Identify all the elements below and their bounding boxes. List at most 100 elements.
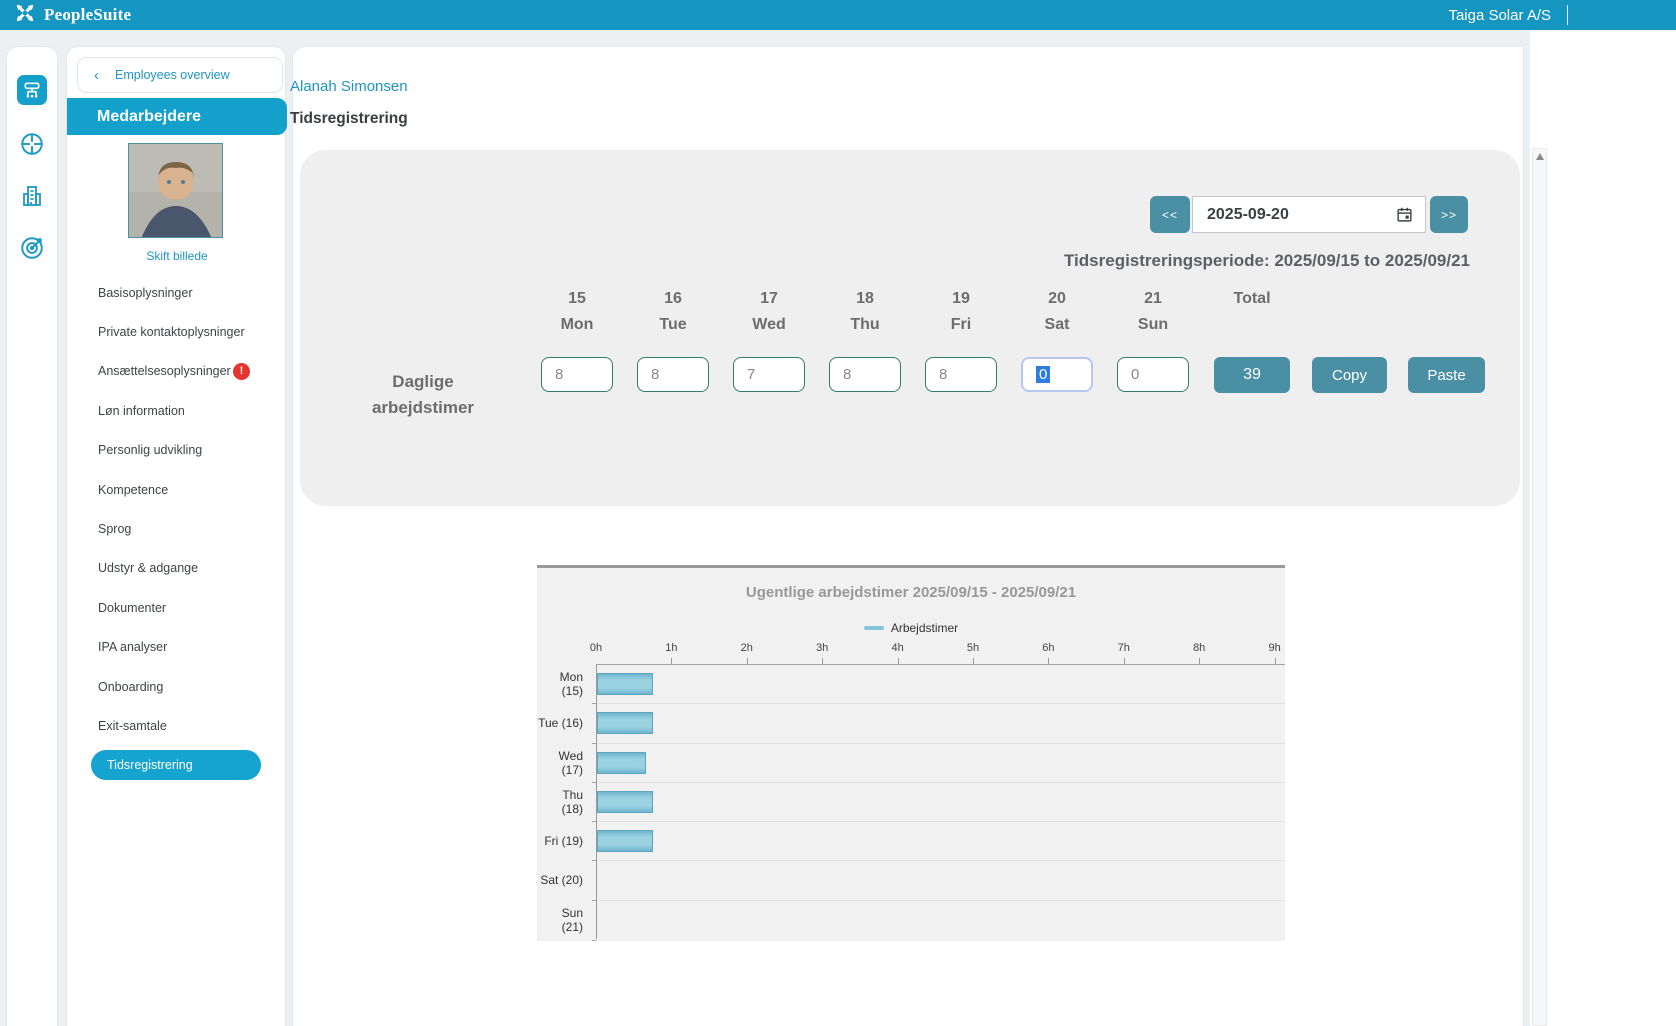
sidebar-item[interactable]: Dokumenter <box>67 588 287 627</box>
y-axis-category-label: Mon (15) <box>559 670 583 699</box>
x-axis-tick-label: 5h <box>966 642 980 654</box>
date-value: 2025-09-20 <box>1207 205 1289 223</box>
legend-label: Arbejdstimer <box>890 621 959 635</box>
sidebar-item[interactable]: Løn information <box>67 391 287 430</box>
y-axis-tick-mark <box>592 781 596 783</box>
hours-input-sun[interactable]: 0 <box>1117 357 1189 392</box>
hours-value: 8 <box>939 366 948 383</box>
chart-legend[interactable]: Arbejdstimer <box>537 621 1285 635</box>
change-photo-link[interactable]: Skift billede <box>146 249 208 263</box>
date-input[interactable]: 2025-09-20 <box>1192 196 1426 233</box>
day-input-cell: 7 <box>721 357 817 392</box>
y-axis-category-label: Sun (21) <box>561 906 583 935</box>
sidebar-item[interactable]: Private kontaktoplysninger <box>67 312 287 351</box>
y-axis-tick-mark <box>592 939 596 941</box>
day-header: 21 Sun <box>1105 286 1201 338</box>
sidebar-item-tidsregistrering-active[interactable]: Tidsregistrering <box>91 750 261 780</box>
rail-employees-org-chart-icon[interactable] <box>17 75 47 105</box>
sidebar-item[interactable]: Kompetence <box>67 470 287 509</box>
day-name: Mon <box>560 316 594 333</box>
back-to-employees-button[interactable]: ‹ Employees overview <box>77 57 283 93</box>
hours-input-sat[interactable]: 0 <box>1021 357 1093 392</box>
rail-company-building-icon[interactable] <box>17 181 47 211</box>
sidebar-item[interactable]: Udstyr & adgange <box>67 549 287 588</box>
topbar-divider <box>1567 5 1568 25</box>
x-axis-tick-mark <box>822 658 824 664</box>
page-title: Tidsregistrering <box>290 110 408 127</box>
hours-value: 0 <box>1131 366 1140 383</box>
hours-value: 8 <box>843 366 852 383</box>
brand: PeopleSuite <box>0 2 131 29</box>
hours-input-mon[interactable]: 8 <box>541 357 613 392</box>
bar-wed-17- <box>597 751 646 774</box>
day-date: 21 <box>1144 290 1162 307</box>
x-axis-tick-label: 2h <box>740 642 753 654</box>
sidebar-section-title: Medarbejdere <box>97 107 202 125</box>
sidebar-item-label: Exit-samtale <box>98 718 167 733</box>
x-axis-tick-label: 9h <box>1268 642 1281 654</box>
paste-button[interactable]: Paste <box>1408 357 1485 393</box>
sidebar-item[interactable]: Basisoplysninger <box>67 273 287 312</box>
sidebar-item-label: Sprog <box>98 522 132 537</box>
x-axis-tick-label: 6h <box>1042 642 1055 654</box>
sidebar-item-label: Udstyr & adgange <box>98 561 199 576</box>
rail-goal-target-icon[interactable] <box>17 233 47 263</box>
sidebar-item[interactable]: Exit-samtale <box>67 706 287 745</box>
sidebar-item[interactable]: IPA analyser <box>67 628 287 667</box>
day-header: 18 Thu <box>817 286 913 338</box>
timesheet-card: << 2025-09-20 >> Tidsregistreringsperiod… <box>300 150 1520 506</box>
y-axis-category-label: Sat (20) <box>540 873 583 888</box>
day-header: 17 Wed <box>721 286 817 338</box>
day-date: 18 <box>856 290 874 307</box>
employee-name-link[interactable]: Alanah Simonsen <box>290 78 408 95</box>
peoplesuite-logo-icon <box>14 2 36 29</box>
y-axis-tick-mark <box>592 821 596 823</box>
next-week-button[interactable]: >> <box>1430 196 1468 233</box>
chart-row: Sun (21) <box>562 901 1285 941</box>
day-name: Tue <box>659 316 687 333</box>
hours-input-thu[interactable]: 8 <box>829 357 901 392</box>
hours-value: 8 <box>651 366 660 383</box>
y-axis-tick-mark <box>592 860 596 862</box>
sidebar-section-header: Medarbejdere <box>67 98 287 135</box>
icon-rail <box>6 46 58 1026</box>
period-label: Tidsregistreringsperiode: 2025/09/15 to … <box>1063 251 1470 270</box>
calendar-icon[interactable] <box>1396 206 1413 223</box>
day-name: Sat <box>1044 316 1070 333</box>
sidebar-item[interactable]: Ansættelsesoplysninger! <box>67 352 287 391</box>
sidebar-item[interactable]: Onboarding <box>67 667 287 706</box>
sidebar-item-label: Dokumenter <box>98 600 167 615</box>
day-input-cell: 8 <box>817 357 913 392</box>
bar-tue-16- <box>597 712 653 735</box>
chart-plot-area: Mon (15) Tue (16) Wed (17) Thu (18) Fri (19)… <box>538 664 1285 941</box>
hours-input-wed[interactable]: 7 <box>733 357 805 392</box>
y-axis-tick-mark <box>592 899 596 901</box>
sidebar-item[interactable]: Sprog <box>67 509 287 548</box>
day-header: 15 Mon <box>529 286 625 338</box>
legend-swatch <box>863 626 884 630</box>
copy-button[interactable]: Copy <box>1312 357 1387 393</box>
sidebar-item-label: IPA analyser <box>98 640 168 655</box>
scroll-up-arrow-icon[interactable] <box>1536 153 1544 160</box>
vertical-scrollbar[interactable] <box>1532 148 1547 1026</box>
day-header: 19 Fri <box>913 286 1009 338</box>
day-date: 17 <box>760 290 778 307</box>
y-axis-category-label: Wed (17) <box>558 748 583 777</box>
x-axis-tick-mark <box>1048 658 1050 664</box>
company-name: Taiga Solar A/S <box>1448 6 1551 24</box>
sidebar-item-label: Onboarding <box>98 679 164 694</box>
previous-week-button[interactable]: << <box>1150 196 1190 233</box>
hours-input-tue[interactable]: 8 <box>637 357 709 392</box>
sidebar-item[interactable]: Personlig udvikling <box>67 431 287 470</box>
chart-row: Sat (20) <box>540 861 1285 901</box>
sidebar-nav-list: Basisoplysninger Private kontaktoplysning… <box>67 273 287 746</box>
day-date: 16 <box>664 290 682 307</box>
brand-name: PeopleSuite <box>44 5 132 24</box>
day-header: 20 Sat <box>1009 286 1105 338</box>
rail-globe-icon[interactable] <box>17 129 47 159</box>
sidebar-item-label: Basisoplysninger <box>98 285 193 300</box>
hours-input-fri[interactable]: 8 <box>925 357 997 392</box>
day-name: Fri <box>950 316 972 333</box>
x-axis-tick-label: 3h <box>816 642 829 654</box>
